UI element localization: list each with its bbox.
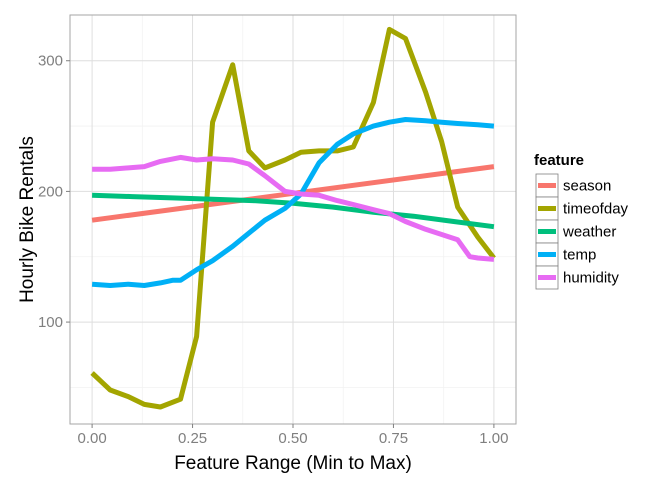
series-line-timeofday (90, 26, 496, 410)
y-axis-title: Hourly Bike Rentals (17, 136, 38, 303)
legend-label-temp: temp (563, 247, 596, 264)
x-tick-label: 0.25 (178, 430, 207, 447)
legend-label-season: season (563, 178, 611, 195)
series-layer (90, 26, 496, 410)
y-axis: 100 200 300 (38, 53, 70, 331)
y-tick-label: 100 (38, 314, 63, 331)
x-tick-label: 1.00 (479, 430, 508, 447)
legend-items: season timeofday weather temp humidity (535, 173, 629, 290)
x-axis: 0.00 0.25 0.50 0.75 1.00 (77, 424, 509, 447)
legend: feature season timeofday weather temp humidi… (534, 152, 629, 290)
x-axis-title: Feature Range (Min to Max) (174, 453, 412, 474)
legend-label-timeofday: timeofday (563, 201, 629, 218)
y-tick-label: 200 (38, 183, 63, 200)
x-tick-label: 0.50 (278, 430, 307, 447)
x-tick-label: 0.00 (77, 430, 106, 447)
x-tick-label: 0.75 (379, 430, 408, 447)
series-line-humidity (92, 154, 495, 262)
legend-label-weather: weather (562, 224, 616, 241)
y-tick-label: 300 (38, 53, 63, 70)
series-line-temp (91, 117, 495, 288)
legend-label-humidity: humidity (563, 270, 619, 287)
legend-title: feature (534, 152, 584, 169)
